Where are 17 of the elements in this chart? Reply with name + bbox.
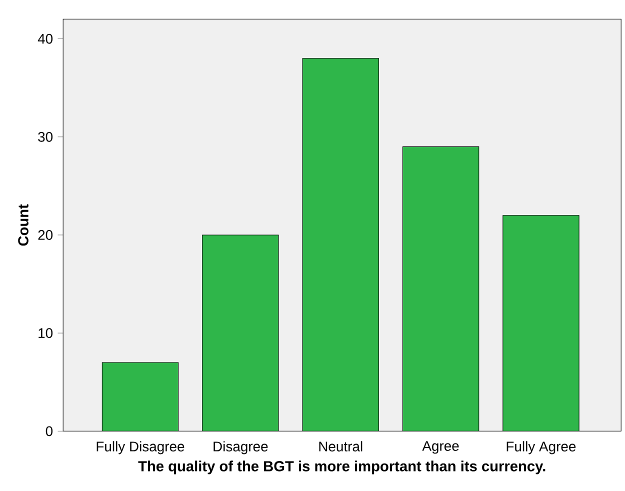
x-tick-label: Fully Agree [506, 441, 576, 454]
y-tick-label: 40 [38, 34, 53, 44]
y-tick-label: 10 [38, 328, 53, 338]
y-axis-title: Count [18, 204, 28, 246]
x-tick-label: Disagree [214, 441, 268, 454]
x-tick-label: Neutral [319, 441, 362, 452]
x-tick-label: Fully Disagree [96, 441, 184, 454]
bar [202, 234, 279, 432]
y-tick-label: 20 [38, 230, 53, 240]
bar [102, 362, 179, 432]
bar [502, 215, 580, 432]
y-tick-label: 0 [46, 426, 53, 436]
x-axis-title: The quality of the BGT is more important than its currency. [138, 460, 546, 474]
y-tick-label: 30 [38, 132, 53, 142]
bar [302, 58, 379, 432]
bar [402, 146, 480, 432]
x-tick-label: Agree [422, 441, 459, 454]
